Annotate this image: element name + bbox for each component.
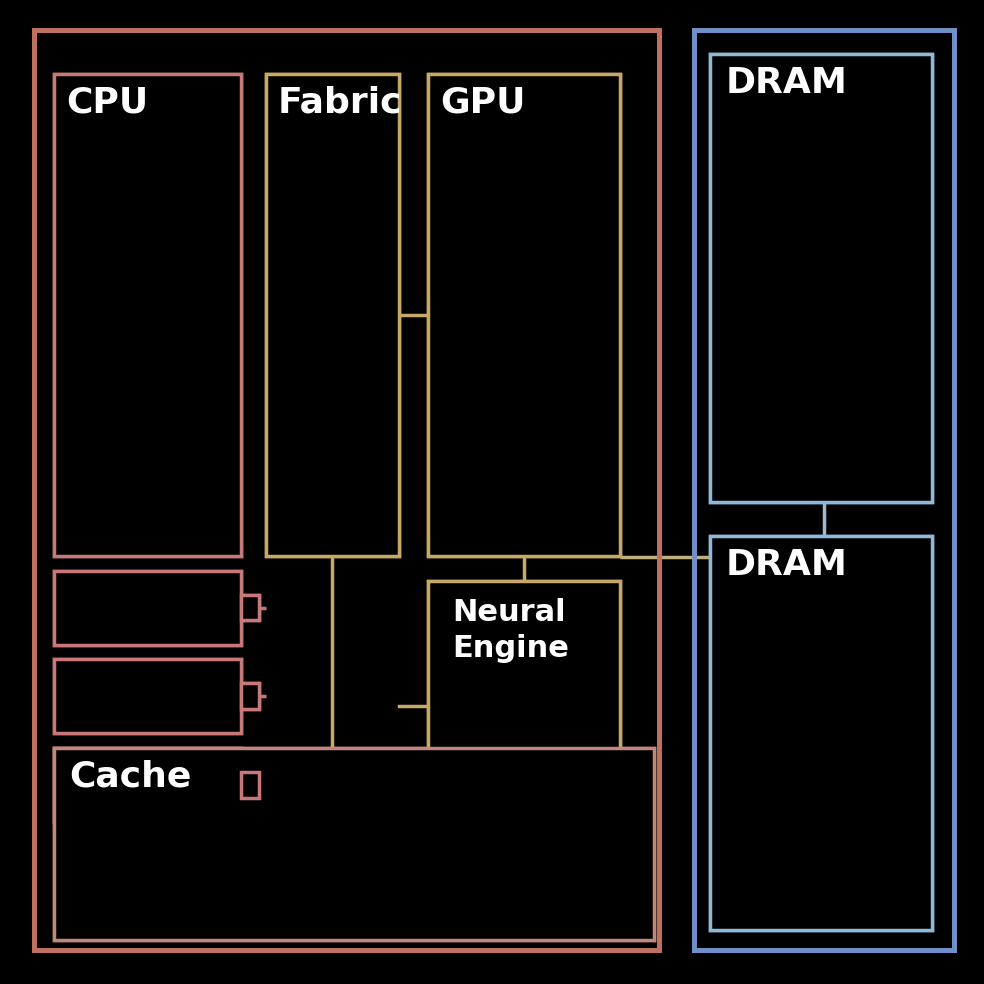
Text: DRAM: DRAM: [725, 66, 847, 100]
Bar: [266, 74, 399, 556]
Bar: [428, 74, 620, 556]
Text: DRAM: DRAM: [725, 548, 847, 583]
Text: CPU: CPU: [66, 86, 149, 120]
Bar: [54, 74, 241, 556]
Bar: [54, 748, 241, 822]
Text: Cache: Cache: [69, 760, 191, 794]
Bar: [710, 536, 932, 930]
Bar: [710, 536, 932, 930]
Bar: [241, 771, 259, 797]
Bar: [241, 594, 259, 621]
Bar: [54, 748, 654, 940]
Bar: [694, 30, 954, 950]
Text: Fabric: Fabric: [277, 86, 402, 120]
Bar: [34, 30, 659, 950]
Text: Neural
Engine: Neural Engine: [453, 598, 570, 663]
Bar: [54, 748, 654, 940]
Bar: [54, 659, 241, 733]
Text: Fabric: Fabric: [277, 86, 402, 120]
Bar: [428, 74, 620, 556]
Text: DRAM: DRAM: [725, 66, 847, 100]
Bar: [54, 659, 241, 733]
Text: GPU: GPU: [440, 86, 525, 120]
Bar: [710, 54, 932, 502]
Bar: [266, 74, 399, 556]
Bar: [241, 594, 259, 621]
Text: GPU: GPU: [440, 86, 525, 120]
Bar: [710, 54, 932, 502]
Bar: [54, 571, 241, 645]
Bar: [241, 683, 259, 708]
Text: DRAM: DRAM: [725, 548, 847, 583]
Bar: [54, 74, 241, 556]
Bar: [428, 581, 620, 831]
Text: CPU: CPU: [66, 86, 149, 120]
Text: Cache: Cache: [69, 760, 191, 794]
Bar: [428, 581, 620, 831]
Text: Neural
Engine: Neural Engine: [453, 598, 570, 663]
Bar: [34, 30, 659, 950]
Bar: [241, 771, 259, 797]
Bar: [241, 683, 259, 708]
Bar: [694, 30, 954, 950]
Bar: [54, 571, 241, 645]
Bar: [54, 748, 241, 822]
